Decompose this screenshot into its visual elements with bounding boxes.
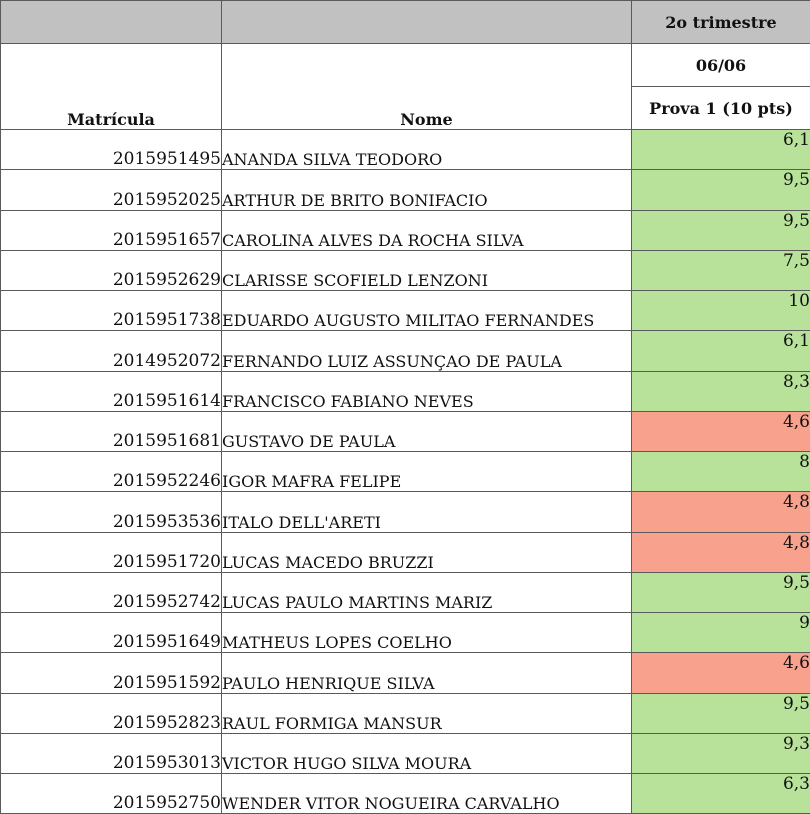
nome-cell[interactable]: ANANDA SILVA TEODORO bbox=[222, 130, 632, 170]
matricula-cell[interactable]: 2015951738 bbox=[1, 291, 222, 331]
nota-cell[interactable]: 6,1 bbox=[632, 130, 810, 170]
nome-cell[interactable]: RAUL FORMIGA MANSUR bbox=[222, 693, 632, 733]
header-blank-cell[interactable] bbox=[1, 1, 222, 44]
nota-cell[interactable]: 9,3 bbox=[632, 733, 810, 773]
nota-cell[interactable]: 6,1 bbox=[632, 331, 810, 371]
matricula-cell[interactable]: 2015951649 bbox=[1, 613, 222, 653]
nota-cell[interactable]: 9,5 bbox=[632, 170, 810, 210]
nota-cell[interactable]: 10 bbox=[632, 291, 810, 331]
trimester-header[interactable]: 2o trimestre bbox=[632, 1, 810, 44]
matricula-cell[interactable]: 2014952072 bbox=[1, 331, 222, 371]
nome-cell[interactable]: GUSTAVO DE PAULA bbox=[222, 411, 632, 451]
nota-cell[interactable]: 7,5 bbox=[632, 250, 810, 290]
nota-cell[interactable]: 4,8 bbox=[632, 492, 810, 532]
header-blank-cell[interactable] bbox=[222, 1, 632, 44]
nome-cell[interactable]: FERNANDO LUIZ ASSUNÇAO DE PAULA bbox=[222, 331, 632, 371]
nome-cell[interactable]: MATHEUS LOPES COELHO bbox=[222, 613, 632, 653]
nome-cell[interactable]: EDUARDO AUGUSTO MILITAO FERNANDES bbox=[222, 291, 632, 331]
nome-cell[interactable]: WENDER VITOR NOGUEIRA CARVALHO bbox=[222, 774, 632, 814]
matricula-cell[interactable]: 2015951720 bbox=[1, 532, 222, 572]
matricula-cell[interactable]: 2015952629 bbox=[1, 250, 222, 290]
nome-cell[interactable]: ITALO DELL'ARETI bbox=[222, 492, 632, 532]
nota-cell[interactable]: 9,5 bbox=[632, 210, 810, 250]
nota-cell[interactable]: 8,3 bbox=[632, 371, 810, 411]
matricula-header[interactable]: Matrícula bbox=[1, 44, 222, 130]
matricula-cell[interactable]: 2015951681 bbox=[1, 411, 222, 451]
nota-cell[interactable]: 9,5 bbox=[632, 572, 810, 612]
matricula-cell[interactable]: 2015951495 bbox=[1, 130, 222, 170]
nota-cell[interactable]: 6,3 bbox=[632, 774, 810, 814]
header-row-date: Matrícula Nome 06/06 bbox=[1, 44, 810, 87]
matricula-cell[interactable]: 2015953536 bbox=[1, 492, 222, 532]
nota-cell[interactable]: 4,6 bbox=[632, 411, 810, 451]
nome-cell[interactable]: LUCAS MACEDO BRUZZI bbox=[222, 532, 632, 572]
header-row-trimester: 2o trimestre bbox=[1, 1, 810, 44]
nome-cell[interactable]: VICTOR HUGO SILVA MOURA bbox=[222, 733, 632, 773]
matricula-cell[interactable]: 2015952823 bbox=[1, 693, 222, 733]
date-header[interactable]: 06/06 bbox=[632, 44, 810, 87]
matricula-cell[interactable]: 2015952750 bbox=[1, 774, 222, 814]
matricula-cell[interactable]: 2015952025 bbox=[1, 170, 222, 210]
matricula-cell[interactable]: 2015953013 bbox=[1, 733, 222, 773]
matricula-cell[interactable]: 2015952246 bbox=[1, 452, 222, 492]
matricula-cell[interactable]: 2015951614 bbox=[1, 371, 222, 411]
nota-cell[interactable]: 9 bbox=[632, 613, 810, 653]
nota-cell[interactable]: 4,6 bbox=[632, 653, 810, 693]
nome-cell[interactable]: IGOR MAFRA FELIPE bbox=[222, 452, 632, 492]
nome-cell[interactable]: PAULO HENRIQUE SILVA bbox=[222, 653, 632, 693]
nome-cell[interactable]: ARTHUR DE BRITO BONIFACIO bbox=[222, 170, 632, 210]
nome-cell[interactable]: FRANCISCO FABIANO NEVES bbox=[222, 371, 632, 411]
nome-header[interactable]: Nome bbox=[222, 44, 632, 130]
nome-cell[interactable]: CAROLINA ALVES DA ROCHA SILVA bbox=[222, 210, 632, 250]
nota-cell[interactable]: 4,8 bbox=[632, 532, 810, 572]
matricula-cell[interactable]: 2015951657 bbox=[1, 210, 222, 250]
nome-cell[interactable]: LUCAS PAULO MARTINS MARIZ bbox=[222, 572, 632, 612]
nota-cell[interactable]: 9,5 bbox=[632, 693, 810, 733]
matricula-cell[interactable]: 2015951592 bbox=[1, 653, 222, 693]
exam-header[interactable]: Prova 1 (10 pts) bbox=[632, 87, 810, 130]
nome-cell[interactable]: CLARISSE SCOFIELD LENZONI bbox=[222, 250, 632, 290]
matricula-cell[interactable]: 2015952742 bbox=[1, 572, 222, 612]
nota-cell[interactable]: 8 bbox=[632, 452, 810, 492]
